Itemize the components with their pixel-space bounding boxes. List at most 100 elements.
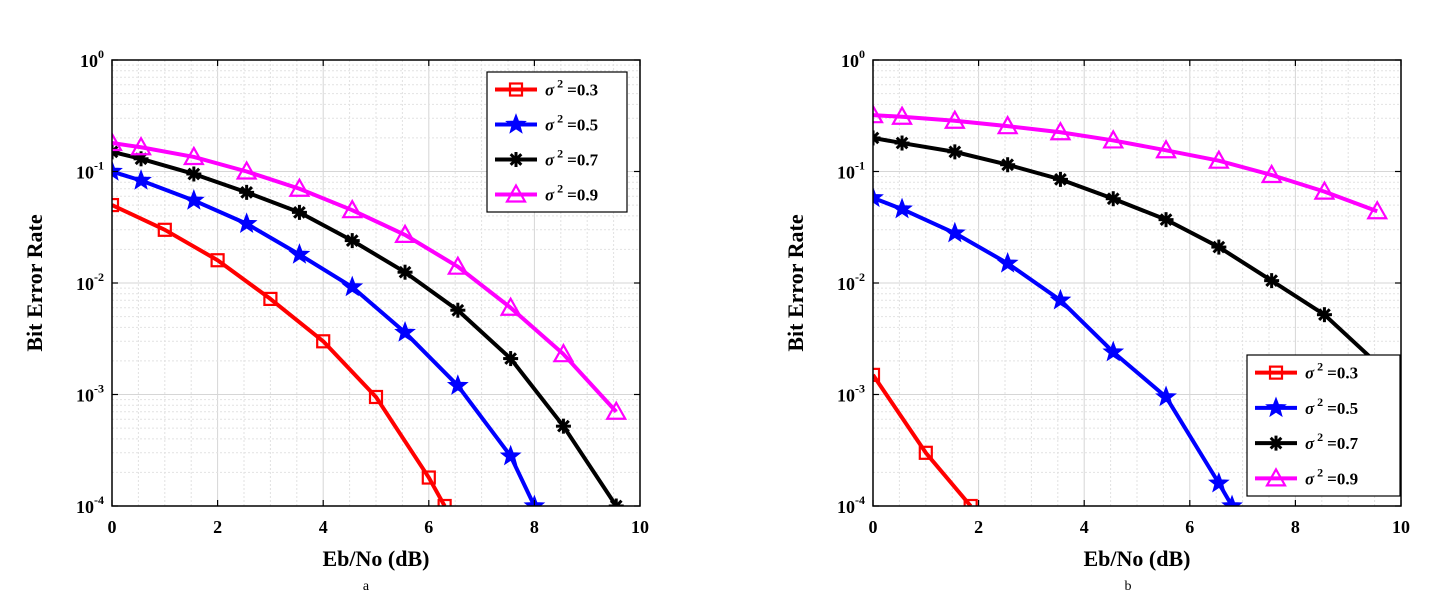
data-point: [1264, 273, 1280, 289]
data-point: [1155, 385, 1177, 407]
data-point: [1049, 120, 1072, 141]
asterisk-core: [951, 148, 959, 156]
legend-entry: σ 2 =0.5: [1255, 395, 1358, 418]
legend-marker: [1268, 365, 1284, 380]
panel-caption: a: [363, 579, 370, 594]
chart-panel-b: 0 2 4 6 8 10 100 10-1 10-2 10-3 10-4 Eb/No (dB) Bit …: [783, 47, 1410, 594]
data-point: [918, 445, 933, 460]
data-point: [963, 498, 978, 506]
data-point: [873, 130, 881, 146]
series-line: [873, 373, 973, 506]
data-point: [1207, 149, 1230, 169]
series-line: [112, 169, 537, 506]
series-star: [873, 186, 1243, 506]
asterisk-core: [1320, 311, 1328, 319]
data-point: [394, 321, 416, 342]
data-point: [1211, 239, 1227, 255]
asterisk-core: [190, 170, 198, 178]
legend: σ 2 =0.3 σ 2 =0.5 σ 2 =0.7 σ 2 =0.9: [486, 71, 628, 213]
series-triangle: [873, 103, 1389, 220]
asterisk-core: [507, 355, 515, 363]
data-point: [182, 189, 205, 210]
asterisk-stroke: [873, 135, 880, 145]
y-axis-label: Bit Error Rate: [783, 214, 808, 351]
data-point: [503, 351, 519, 367]
y-axis-label: Bit Error Rate: [22, 214, 47, 351]
data-point: [996, 114, 1019, 135]
data-point: [112, 160, 123, 181]
asterisk-stroke: [614, 499, 623, 506]
series-star: [112, 160, 546, 506]
legend-entry: σ 2 =0.7: [495, 147, 599, 170]
asterisk-core: [1004, 161, 1012, 169]
legend-entry: σ 2 =0.9: [495, 182, 598, 205]
data-point: [239, 184, 255, 200]
y-tick-label: 10-3: [837, 382, 865, 406]
asterisk-core: [1056, 175, 1064, 183]
legend-label: σ 2 =0.7: [545, 147, 599, 170]
asterisk-core: [1268, 277, 1276, 285]
data-point: [891, 105, 913, 125]
x-tick-label: 8: [1291, 517, 1300, 537]
data-point: [437, 498, 452, 506]
data-point: [1155, 139, 1177, 159]
asterisk-core: [1215, 243, 1223, 251]
data-point: [344, 233, 360, 249]
asterisk-core: [512, 156, 520, 163]
data-point: [1049, 288, 1072, 310]
legend-label: σ 2 =0.9: [1305, 465, 1358, 488]
legend-marker: [508, 152, 524, 167]
data-point: [555, 418, 571, 434]
asterisk-core: [137, 155, 145, 163]
legend-marker: [505, 183, 527, 203]
x-tick-label: 0: [869, 517, 878, 537]
asterisk-core: [401, 268, 409, 276]
y-tick-label: 10-1: [76, 159, 104, 183]
y-tick-label: 10-4: [837, 493, 865, 517]
data-point: [291, 204, 307, 220]
x-tick-label: 10: [631, 517, 649, 537]
x-tick-label: 4: [1080, 517, 1089, 537]
asterisk-stroke: [873, 131, 880, 141]
data-point: [316, 334, 331, 349]
asterisk-core: [559, 422, 567, 430]
data-point: [157, 222, 172, 237]
legend-entry: σ 2 =0.3: [1255, 360, 1358, 383]
data-point: [112, 197, 120, 213]
data-point: [1316, 307, 1332, 323]
plot-series: [873, 103, 1389, 506]
data-point: [1313, 180, 1336, 200]
data-point: [1221, 494, 1243, 506]
data-point: [288, 243, 311, 264]
data-point: [873, 367, 881, 382]
data-point: [235, 160, 258, 180]
legend-label: σ 2 =0.3: [1305, 360, 1358, 383]
legend-marker: [1265, 467, 1287, 487]
data-point: [1366, 200, 1389, 220]
data-point: [130, 136, 152, 156]
data-point: [288, 177, 311, 197]
chart-panel-a: 0 2 4 6 8 10 100 10-1 10-2 10-3 10-4 Eb/No (dB) Bit …: [22, 47, 649, 594]
legend-label: σ 2 =0.7: [1305, 430, 1359, 453]
asterisk-core: [348, 237, 356, 245]
data-point: [499, 444, 522, 466]
legend-label: σ 2 =0.5: [1305, 395, 1358, 418]
data-point: [394, 223, 416, 244]
legend: σ 2 =0.3 σ 2 =0.5 σ 2 =0.7 σ 2 =0.9: [1246, 354, 1401, 497]
data-point: [130, 169, 152, 190]
data-point: [943, 221, 966, 243]
x-tick-label: 6: [424, 517, 433, 537]
ticks: 0 2 4 6 8 10 100 10-1 10-2 10-3 10-4: [76, 47, 649, 537]
asterisk-stroke: [609, 499, 619, 506]
x-tick-label: 6: [1185, 517, 1194, 537]
x-axis-label: Eb/No (dB): [1084, 546, 1191, 571]
x-tick-label: 0: [108, 517, 117, 537]
series-line: [112, 141, 618, 414]
legend-entry: σ 2 =0.3: [495, 77, 598, 100]
series-line: [112, 203, 447, 506]
asterisk-core: [1162, 216, 1170, 224]
data-point: [947, 144, 963, 160]
data-point: [446, 374, 469, 395]
data-point: [341, 275, 364, 297]
